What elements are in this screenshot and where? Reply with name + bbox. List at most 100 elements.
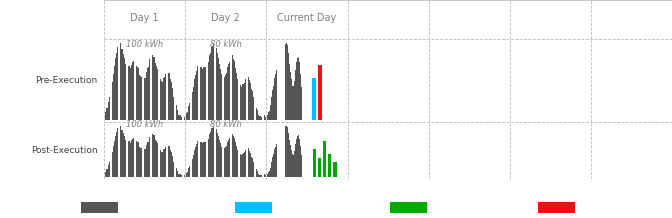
Bar — [225, 75, 226, 120]
Bar — [170, 150, 171, 177]
Text: = Final Measurement: = Final Measurement — [126, 203, 208, 212]
Bar — [210, 53, 211, 120]
Text: Day 1: Day 1 — [130, 13, 159, 23]
Bar — [220, 143, 221, 177]
Bar — [147, 142, 148, 177]
Bar — [186, 173, 187, 177]
Bar — [137, 142, 138, 177]
Bar — [173, 97, 174, 120]
Bar — [111, 157, 112, 177]
Bar — [259, 175, 260, 177]
Bar — [191, 97, 192, 120]
Bar — [170, 79, 171, 120]
Bar — [129, 141, 130, 177]
Bar — [105, 112, 106, 120]
Bar — [217, 53, 218, 120]
Bar — [234, 138, 235, 177]
Bar — [234, 61, 235, 120]
Bar — [161, 82, 162, 120]
Bar — [131, 140, 132, 177]
Bar — [241, 87, 242, 120]
Bar — [240, 154, 241, 177]
Bar — [250, 83, 251, 120]
Bar — [250, 153, 251, 177]
Bar — [181, 117, 182, 120]
Bar — [157, 69, 158, 120]
Text: Current Day: Current Day — [278, 13, 337, 23]
Bar — [248, 77, 249, 120]
Bar — [169, 146, 170, 177]
Bar — [312, 149, 316, 177]
Text: = Estimation IMD: = Estimation IMD — [435, 203, 502, 212]
Bar — [121, 129, 122, 177]
Bar — [193, 87, 194, 120]
Bar — [165, 74, 166, 120]
Bar — [230, 135, 231, 177]
Bar — [328, 154, 331, 177]
Text: = Non-Final IMD: = Non-Final IMD — [280, 203, 342, 212]
Bar — [258, 115, 259, 120]
Bar — [229, 62, 230, 120]
Bar — [130, 143, 131, 177]
Bar — [155, 140, 156, 177]
Bar — [162, 82, 163, 120]
Bar — [188, 168, 189, 177]
Text: Day 2: Day 2 — [212, 13, 240, 23]
Bar — [193, 155, 194, 177]
Bar — [194, 79, 195, 120]
Bar — [201, 142, 202, 177]
Bar — [323, 141, 327, 177]
Bar — [261, 175, 262, 177]
Bar — [199, 141, 200, 177]
Bar — [154, 57, 155, 120]
Bar — [179, 174, 180, 177]
Bar — [115, 58, 116, 120]
Bar — [206, 63, 208, 120]
Bar — [183, 117, 185, 120]
Text: 80 kWh: 80 kWh — [210, 40, 242, 49]
Bar — [249, 151, 250, 177]
Bar — [333, 162, 337, 177]
Bar — [187, 112, 188, 120]
Bar — [225, 147, 226, 177]
Bar — [263, 115, 265, 120]
Bar — [204, 67, 205, 120]
Bar — [218, 58, 219, 120]
Bar — [106, 169, 107, 177]
Bar — [251, 89, 252, 120]
Bar — [202, 69, 203, 120]
Bar — [139, 147, 140, 177]
Bar — [235, 68, 236, 120]
Bar — [318, 65, 322, 120]
Bar — [134, 64, 135, 120]
Bar — [202, 143, 203, 177]
Bar — [180, 174, 181, 177]
Bar — [214, 43, 216, 120]
Bar — [124, 136, 125, 177]
Bar — [171, 82, 172, 120]
Bar — [115, 136, 116, 177]
Bar — [228, 64, 229, 120]
Bar — [256, 169, 257, 177]
Bar — [258, 174, 259, 177]
Bar — [256, 108, 257, 120]
Bar — [245, 78, 246, 120]
Bar — [123, 133, 124, 177]
Bar — [199, 66, 200, 120]
Bar — [227, 67, 228, 120]
Bar — [155, 63, 156, 120]
Bar — [108, 102, 109, 120]
Bar — [108, 165, 109, 177]
Bar — [212, 128, 213, 177]
Bar — [140, 148, 141, 177]
Bar — [178, 174, 179, 177]
Bar — [249, 80, 250, 120]
Bar — [195, 75, 196, 120]
Bar — [169, 73, 170, 120]
Text: 100 kWh: 100 kWh — [126, 120, 163, 129]
Bar — [168, 73, 169, 120]
Bar — [253, 97, 254, 120]
Bar — [114, 66, 115, 120]
Bar — [180, 115, 181, 120]
Bar — [137, 67, 138, 120]
